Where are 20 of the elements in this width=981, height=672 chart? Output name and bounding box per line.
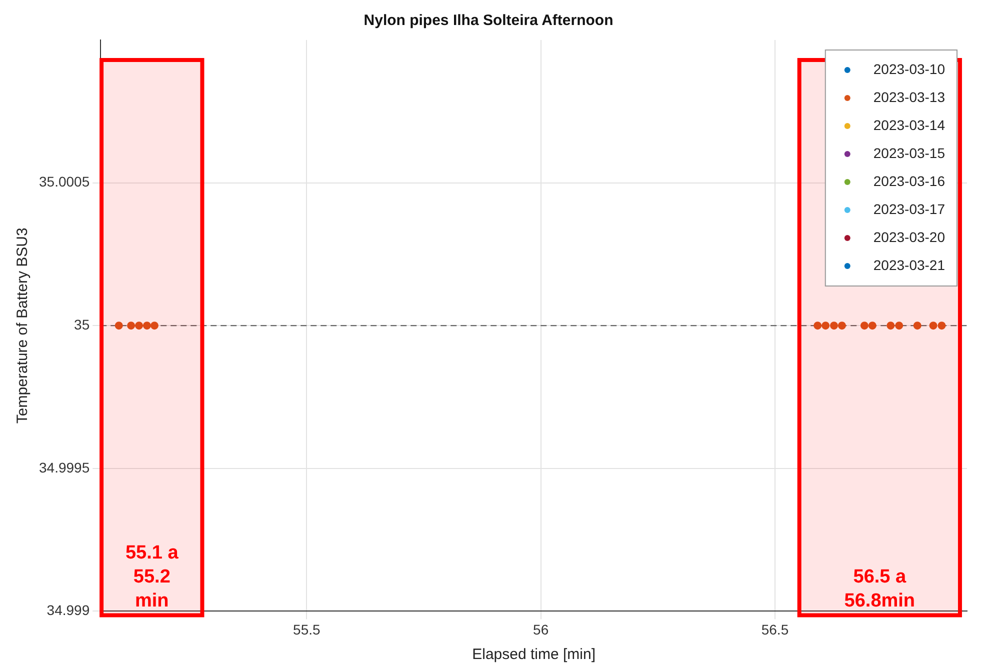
y-tick-label: 35.0005	[38, 174, 90, 190]
legend-label: 2023-03-20	[873, 228, 946, 245]
y-axis-title: Temperature of Battery BSU3	[14, 228, 32, 424]
legend-label: 2023-03-10	[873, 60, 946, 77]
legend-label: 2023-03-15	[873, 144, 946, 161]
band-label: 56.5 a 56.8min	[844, 566, 916, 612]
y-tick-label: 34.999	[46, 602, 90, 618]
legend-label: 2023-03-21	[873, 256, 946, 273]
legend-label: 2023-03-14	[873, 116, 946, 133]
y-tick-label: 34.9995	[38, 459, 90, 476]
x-tick-label: 55.5	[293, 621, 321, 638]
legend-label: 2023-03-13	[873, 88, 946, 105]
legend-label: 2023-03-16	[873, 172, 946, 189]
y-tick-label: 35	[74, 316, 90, 332]
x-axis-title: Elapsed time [min]	[472, 646, 596, 664]
band-label: 55.1 a 55.2 min	[125, 542, 179, 612]
x-tick-label: 56	[533, 621, 549, 638]
legend-label: 2023-03-17	[873, 200, 946, 217]
x-tick-label: 56.5	[761, 621, 789, 638]
chart-title: Nylon pipes Ilha Solteira Afternoon	[364, 12, 614, 30]
